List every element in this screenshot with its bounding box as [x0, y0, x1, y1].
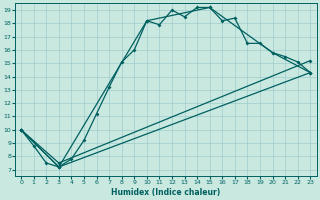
- X-axis label: Humidex (Indice chaleur): Humidex (Indice chaleur): [111, 188, 220, 197]
